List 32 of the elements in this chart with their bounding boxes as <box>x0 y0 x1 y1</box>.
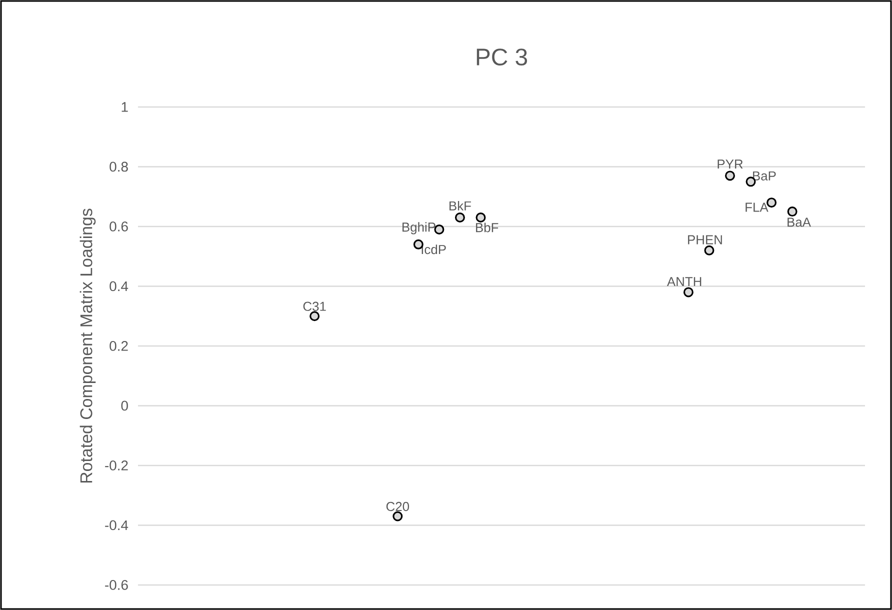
point <box>454 212 465 223</box>
series-label: ANTH <box>666 277 702 286</box>
point <box>766 198 777 208</box>
series-label: C31 <box>303 302 326 311</box>
series-label: IcdP <box>422 244 446 254</box>
chart-title: PC 3 <box>476 48 528 66</box>
series-label: BghiP <box>402 222 436 234</box>
point <box>787 206 798 217</box>
y-tick-label: 0 <box>121 400 128 411</box>
series-label: FLA <box>746 202 768 212</box>
point <box>413 239 424 250</box>
series-label: PHEN <box>688 235 722 244</box>
y-tick-label: -0.2 <box>105 460 128 470</box>
y-tick-label: 0.2 <box>110 341 128 351</box>
point <box>683 287 694 298</box>
series-label: BbF <box>476 222 498 232</box>
point <box>392 511 403 522</box>
series-label: PYR <box>718 160 743 169</box>
y-tick-label: 0.8 <box>110 162 128 172</box>
point <box>704 245 714 256</box>
y-tick-label: -0.6 <box>105 580 128 590</box>
y-tick-label: 0.6 <box>110 222 128 232</box>
series-label: BaA <box>788 218 811 227</box>
y-tick-label: 0.4 <box>110 281 128 292</box>
point <box>476 212 486 223</box>
series-label: BkF <box>450 200 471 210</box>
point <box>310 311 320 322</box>
y-tick-label: 1 <box>122 102 128 112</box>
series-label: C20 <box>386 502 410 512</box>
y-tick-label: -0.4 <box>105 520 128 530</box>
y-axis-title: Rotated Component Matrix Loadings <box>80 208 96 483</box>
point <box>724 170 735 181</box>
